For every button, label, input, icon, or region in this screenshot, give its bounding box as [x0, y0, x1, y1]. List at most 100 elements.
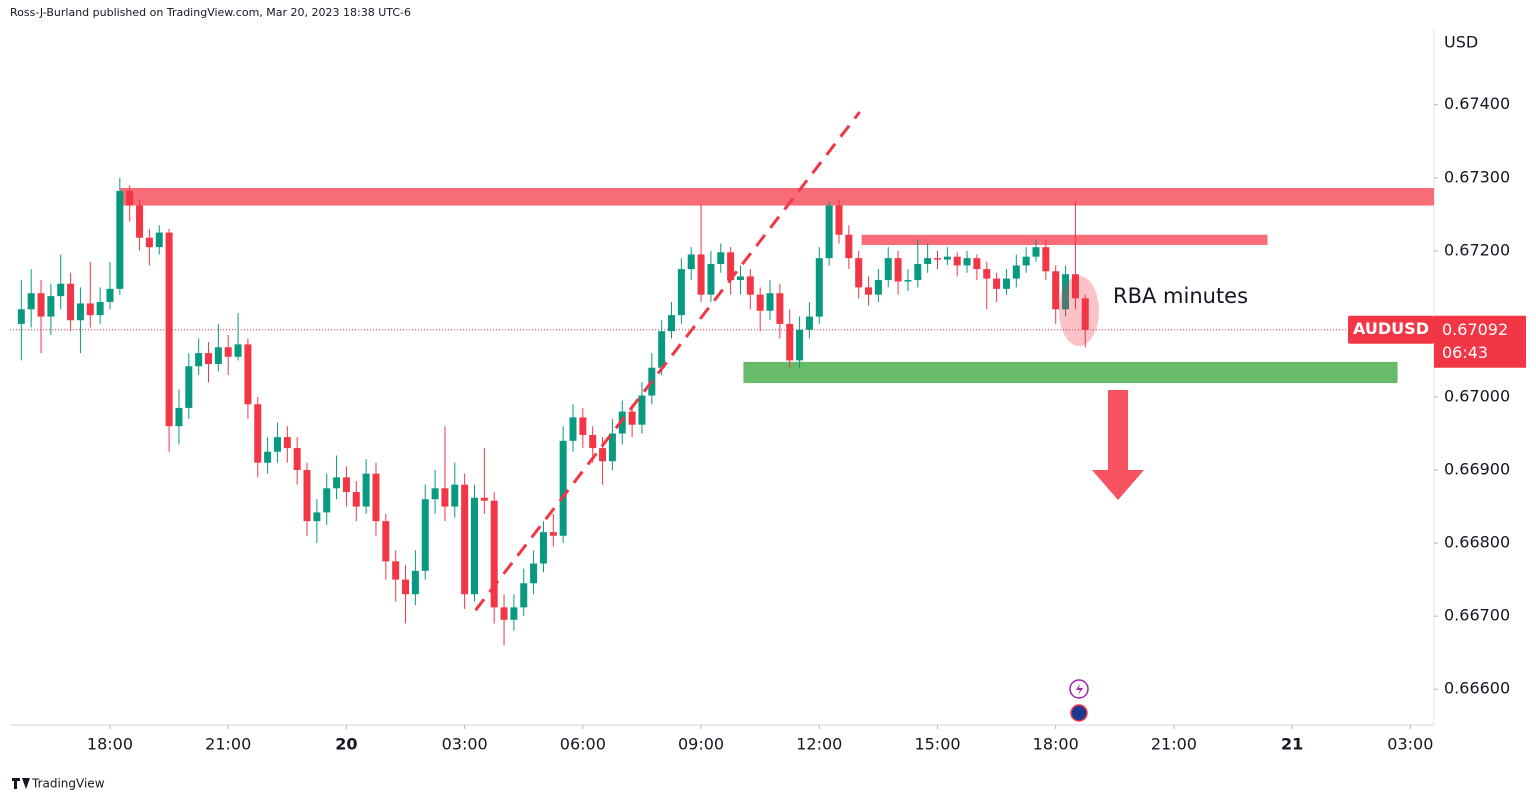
candle-body	[766, 293, 774, 311]
candle-body	[1002, 278, 1010, 289]
currency: USD	[1444, 33, 1478, 52]
candle-body	[618, 411, 626, 434]
plot	[10, 177, 1435, 646]
candle-body	[786, 323, 794, 361]
candle-body	[185, 366, 193, 408]
candle-body	[145, 237, 153, 248]
candle-body	[382, 521, 390, 562]
candle-body	[234, 344, 242, 357]
candle-body	[214, 347, 222, 365]
price-tick-label: 0.67400	[1444, 94, 1510, 113]
candle-body	[244, 344, 252, 405]
candle-body	[727, 252, 735, 281]
candle-body	[510, 607, 518, 620]
countdown: 06:43	[1442, 343, 1488, 362]
time-tick-label: 09:00	[678, 735, 724, 754]
candle-body	[303, 470, 311, 522]
candle-body	[461, 484, 469, 595]
time-tick-label: 21	[1281, 735, 1303, 754]
candle-body	[224, 347, 232, 357]
watermark-icon	[1069, 679, 1089, 722]
price-tick-label: 0.67000	[1444, 386, 1510, 405]
candle-body	[559, 440, 567, 536]
candle-body	[352, 491, 360, 507]
time-tick-label: 20	[335, 735, 357, 754]
candle-body	[1042, 247, 1050, 272]
zone	[861, 234, 1268, 245]
candle-body	[756, 294, 764, 311]
candle-body	[1032, 247, 1040, 257]
candle-body	[638, 395, 646, 425]
candle-body	[17, 309, 25, 324]
candle-body	[1052, 271, 1060, 310]
highlight	[1059, 276, 1099, 346]
note: RBA minutes	[1113, 284, 1248, 308]
candle-body	[1012, 265, 1020, 279]
candle-body	[943, 256, 951, 260]
symbol-label: AUDUSD	[1353, 319, 1429, 338]
header: Ross-J-Burland published on TradingView.…	[10, 6, 411, 19]
candle-body	[776, 293, 784, 324]
candle-body	[1081, 298, 1089, 330]
price-label-bg	[1434, 315, 1526, 368]
candle-body	[1062, 274, 1070, 310]
candle-body	[608, 433, 616, 462]
candle-body	[796, 329, 804, 361]
candle-body	[323, 488, 331, 513]
price-tick-label: 0.66800	[1444, 533, 1510, 552]
candle-body	[205, 353, 213, 365]
time-tick-label: 21:00	[205, 735, 251, 754]
candle-body	[480, 497, 488, 501]
candle-body	[539, 532, 547, 564]
time-tick-label: 15:00	[914, 735, 960, 754]
candle-body	[490, 500, 498, 608]
time-tick-label: 18:00	[1033, 735, 1079, 754]
candle-body	[589, 434, 597, 449]
candle-body	[86, 303, 94, 316]
candle-body	[835, 205, 843, 235]
price-tick-label: 0.67200	[1444, 240, 1510, 259]
candle-body	[697, 254, 705, 295]
price-tick-label: 0.66600	[1444, 679, 1510, 698]
candle-body	[736, 276, 744, 281]
down-arrow	[1092, 390, 1144, 500]
candle-body	[599, 448, 607, 462]
logo	[12, 778, 30, 789]
candle-body	[579, 417, 587, 435]
candle-body	[1022, 256, 1030, 266]
candle-body	[342, 477, 350, 492]
price-label: 0.67092	[1442, 320, 1508, 339]
time-tick-label: 12:00	[796, 735, 842, 754]
candle-body	[333, 477, 341, 489]
candle-body	[677, 269, 685, 316]
candle-body	[76, 303, 84, 321]
candle-body	[451, 484, 459, 507]
symbol-label-bg	[1348, 315, 1434, 344]
candle-body	[914, 263, 922, 281]
candle-body	[411, 570, 419, 595]
candle-body	[67, 283, 75, 321]
candle-body	[47, 296, 55, 317]
candle-body	[392, 561, 400, 580]
candle-body	[628, 411, 636, 425]
candle-body	[500, 607, 508, 620]
candle-body	[825, 205, 833, 259]
candle-body	[421, 499, 429, 571]
candle-body	[273, 437, 281, 452]
candle-body	[372, 473, 380, 522]
candle-body	[126, 190, 134, 206]
candle-body	[530, 563, 538, 584]
candle-body	[845, 234, 853, 259]
candle-body	[687, 254, 695, 270]
price-tick-label: 0.66700	[1444, 606, 1510, 625]
candle-body	[57, 283, 65, 297]
candle-body	[402, 579, 410, 595]
candle-body	[27, 293, 35, 310]
candle-body	[933, 258, 941, 260]
footer: TradingView	[31, 777, 105, 791]
candle-body	[165, 232, 173, 427]
candle-body	[441, 488, 449, 507]
candle-body	[293, 448, 301, 471]
candle-body	[116, 190, 124, 289]
